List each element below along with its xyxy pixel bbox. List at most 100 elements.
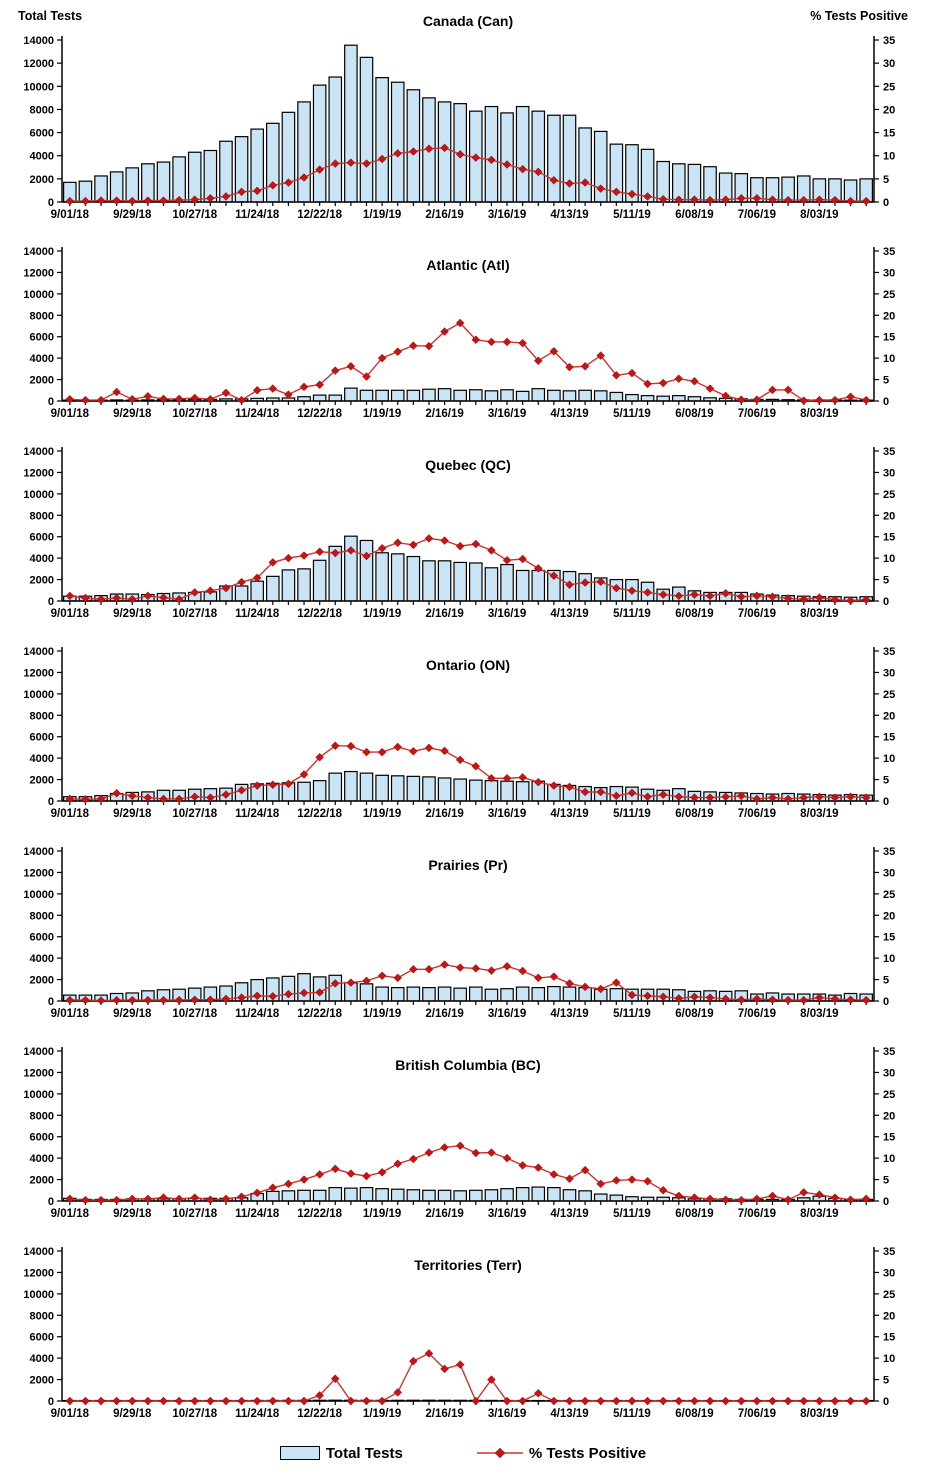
legend-line-label: % Tests Positive [528,1444,647,1462]
right-tick-label: 20 [883,1110,895,1122]
panel-prairies: Prairies (Pr) 0 2000 4000 6000 8000 10000 12000… [0,828,926,1028]
x-tick-label: 11/24/18 [235,1208,280,1220]
left-tick-label: 0 [48,796,54,808]
right-tick-label: 0 [883,1396,889,1408]
x-tick-label: 10/27/18 [172,1408,217,1420]
x-tick-label: 10/27/18 [172,608,217,620]
right-tick-label: 5 [883,174,889,186]
left-tick-label: 12000 [23,267,54,279]
pct-positive-markers-canada [65,143,871,206]
x-tick-label: 10/27/18 [172,1208,217,1220]
x-tick-label: 4/13/19 [550,1408,588,1420]
pct-positive-line-prairies [69,963,867,1002]
left-tick-label: 8000 [30,910,54,922]
left-tick-label: 10000 [23,1289,54,1301]
left-tick-label: 12000 [23,467,54,479]
left-tick-label: 8000 [30,510,54,522]
left-tick-label: 4000 [30,1153,54,1165]
x-tick-label: 7/06/19 [738,1408,776,1420]
x-tick-label: 7/06/19 [738,408,776,420]
left-tick-label: 14000 [23,1046,54,1058]
right-tick-label: 10 [883,553,895,565]
x-tick-label: 12/22/18 [297,1008,342,1020]
right-tick-label: 10 [883,353,895,365]
right-tick-label: 30 [883,467,895,479]
x-tick-label: 5/11/19 [613,1208,651,1220]
x-tick-label: 12/22/18 [297,1208,342,1220]
right-tick-label: 10 [883,151,895,163]
pct-positive-line-territories [69,1352,867,1403]
left-tick-label: 6000 [30,932,54,944]
legend-item-total-tests: Total Tests [279,1446,403,1461]
right-tick-label: 0 [883,796,889,808]
left-tick-label: 6000 [30,332,54,344]
right-tick-label: 25 [883,289,895,301]
x-tick-label: 5/11/19 [613,209,651,221]
panel-title-canada: Canada (Can) [423,13,513,29]
x-tick-label: 8/03/19 [800,608,838,620]
x-tick-label: 9/01/18 [51,608,90,620]
panel-title-british-columbia: British Columbia (BC) [395,1057,540,1073]
x-tick-label: 6/08/19 [675,808,713,820]
x-tick-label: 11/24/18 [235,209,280,221]
x-tick-label: 8/03/19 [800,408,838,420]
x-tick-label: 6/08/19 [675,408,713,420]
pct-positive-markers-atlantic [65,318,871,405]
x-tick-label: 9/01/18 [51,808,90,820]
right-tick-label: 0 [883,596,889,608]
x-tick-label: 9/29/18 [113,1008,152,1020]
right-tick-label: 25 [883,689,895,701]
panel-title-atlantic: Atlantic (Atl) [426,257,509,273]
x-tick-label: 12/22/18 [297,408,342,420]
x-tick-label: 3/16/19 [488,408,526,420]
x-tick-label: 5/11/19 [613,408,651,420]
left-tick-label: 4000 [30,553,54,565]
right-tick-label: 10 [883,953,895,965]
left-tick-label: 10000 [23,689,54,701]
pct-positive-line-ontario [69,744,867,801]
left-tick-label: 2000 [30,975,54,987]
left-tick-label: 4000 [30,353,54,365]
x-tick-label: 12/22/18 [297,1408,342,1420]
right-tick-label: 25 [883,1289,895,1301]
right-tick-label: 35 [883,1046,895,1058]
pct-positive-markers-british-columbia [65,1141,871,1205]
x-tick-label: 7/06/19 [738,608,776,620]
panel-quebec: Quebec (QC) 0 2000 4000 6000 8000 10000 12000 14… [0,428,926,628]
left-tick-label: 0 [48,1396,54,1408]
right-tick-label: 10 [883,1353,895,1365]
x-tick-label: 4/13/19 [550,1008,588,1020]
left-tick-label: 6000 [30,1332,54,1344]
bars-ontario [62,770,873,802]
x-tick-label: 2/16/19 [425,1008,463,1020]
x-tick-label: 2/16/19 [425,408,463,420]
left-tick-label: 6000 [30,1132,54,1144]
chart-svg-territories: Territories (Terr) 0 2000 4000 6000 8000 10000… [23,1246,895,1420]
right-tick-label: 20 [883,510,895,522]
left-tick-label: 10000 [23,81,54,93]
x-tick-label: 2/16/19 [425,209,463,221]
panel-title-territories: Territories (Terr) [414,1257,522,1273]
x-tick-label: 5/11/19 [613,808,651,820]
panel-ontario: Ontario (ON) 0 2000 4000 6000 8000 10000 12000 1… [0,628,926,828]
x-tick-label: 2/16/19 [425,608,463,620]
right-tick-label: 35 [883,446,895,458]
right-tick-label: 15 [883,732,895,744]
panel-atlantic: Atlantic (Atl) 0 2000 4000 6000 8000 10000 1200… [0,228,926,428]
pct-positive-line-quebec [69,537,867,602]
right-tick-label: 0 [883,1196,889,1208]
x-tick-label: 2/16/19 [425,808,463,820]
x-tick-label: 9/29/18 [113,1208,152,1220]
x-tick-label: 2/16/19 [425,1408,463,1420]
x-tick-label: 4/13/19 [550,209,588,221]
left-tick-label: 12000 [23,58,54,70]
left-tick-label: 4000 [30,953,54,965]
right-tick-label: 5 [883,1175,889,1187]
right-tick-label: 15 [883,1132,895,1144]
right-tick-label: 30 [883,667,895,679]
x-tick-label: 6/08/19 [675,1008,713,1020]
right-tick-label: 35 [883,35,895,47]
right-tick-label: 0 [883,396,889,408]
left-tick-label: 4000 [30,151,54,163]
bars-canada [62,44,873,203]
